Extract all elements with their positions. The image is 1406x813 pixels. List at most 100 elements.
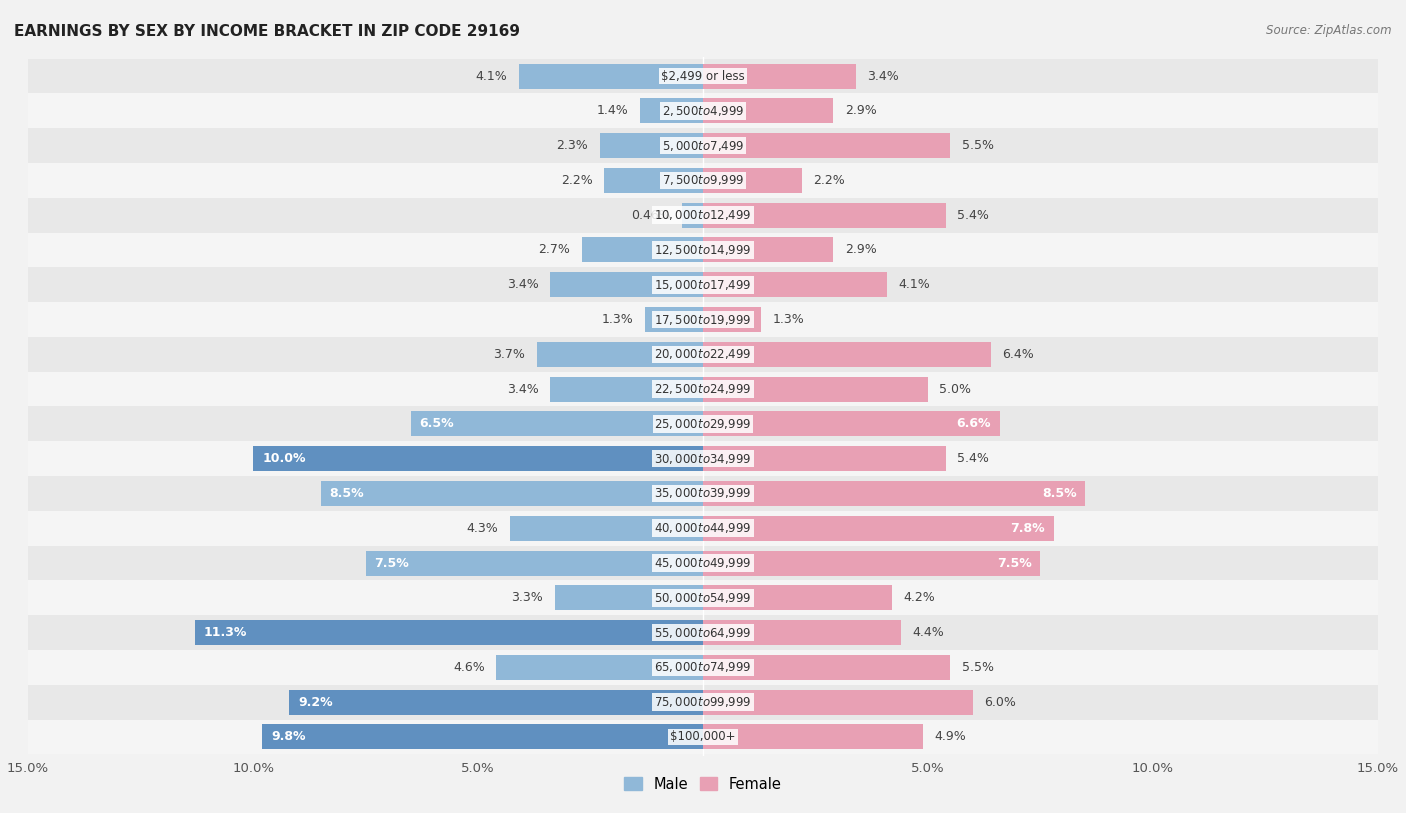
Text: 5.5%: 5.5% (962, 139, 994, 152)
Text: $50,000 to $54,999: $50,000 to $54,999 (654, 591, 752, 605)
Text: 7.8%: 7.8% (1011, 522, 1045, 535)
Bar (703, 689, 973, 715)
Text: 3.3%: 3.3% (512, 591, 543, 604)
Bar (703, 307, 762, 332)
Text: $55,000 to $64,999: $55,000 to $64,999 (654, 625, 752, 640)
Bar (28, 233, 1378, 267)
Text: 1.3%: 1.3% (773, 313, 804, 326)
Text: $17,500 to $19,999: $17,500 to $19,999 (654, 312, 752, 327)
Bar (537, 341, 703, 367)
Bar (28, 615, 1378, 650)
Text: $100,000+: $100,000+ (671, 730, 735, 743)
Text: 8.5%: 8.5% (329, 487, 364, 500)
Text: 7.5%: 7.5% (374, 557, 409, 570)
Text: $15,000 to $17,499: $15,000 to $17,499 (654, 278, 752, 292)
Bar (703, 133, 950, 159)
Text: 4.3%: 4.3% (467, 522, 498, 535)
Bar (28, 441, 1378, 476)
Bar (519, 63, 703, 89)
Text: 4.6%: 4.6% (453, 661, 485, 674)
Text: $45,000 to $49,999: $45,000 to $49,999 (654, 556, 752, 570)
Text: 4.1%: 4.1% (898, 278, 931, 291)
Text: 2.9%: 2.9% (845, 104, 876, 117)
Text: 3.4%: 3.4% (868, 70, 898, 83)
Text: 6.6%: 6.6% (956, 417, 991, 430)
Text: 4.2%: 4.2% (903, 591, 935, 604)
Text: 7.5%: 7.5% (997, 557, 1032, 570)
Text: 2.2%: 2.2% (813, 174, 845, 187)
Text: 4.4%: 4.4% (912, 626, 943, 639)
Bar (28, 198, 1378, 233)
Text: 9.2%: 9.2% (298, 696, 333, 709)
Text: 6.5%: 6.5% (419, 417, 454, 430)
Bar (703, 272, 887, 298)
Text: $2,500 to $4,999: $2,500 to $4,999 (662, 104, 744, 118)
Bar (554, 585, 703, 611)
Bar (703, 63, 856, 89)
Legend: Male, Female: Male, Female (619, 771, 787, 798)
Text: $40,000 to $44,999: $40,000 to $44,999 (654, 521, 752, 535)
Bar (703, 446, 946, 472)
Bar (411, 411, 703, 437)
Bar (28, 337, 1378, 372)
Text: 1.4%: 1.4% (598, 104, 628, 117)
Text: 4.1%: 4.1% (475, 70, 508, 83)
Bar (550, 272, 703, 298)
Bar (253, 446, 703, 472)
Text: $7,500 to $9,999: $7,500 to $9,999 (662, 173, 744, 188)
Bar (28, 546, 1378, 580)
Bar (28, 163, 1378, 198)
Text: $22,500 to $24,999: $22,500 to $24,999 (654, 382, 752, 396)
Bar (703, 515, 1054, 541)
Bar (703, 341, 991, 367)
Bar (644, 307, 703, 332)
Bar (703, 620, 901, 646)
Bar (682, 202, 703, 228)
Text: 2.3%: 2.3% (557, 139, 588, 152)
Text: 5.0%: 5.0% (939, 383, 972, 396)
Bar (703, 376, 928, 402)
Bar (262, 724, 703, 750)
Text: 3.7%: 3.7% (494, 348, 526, 361)
Bar (28, 267, 1378, 302)
Text: 5.4%: 5.4% (957, 209, 988, 222)
Text: $30,000 to $34,999: $30,000 to $34,999 (654, 452, 752, 466)
Bar (28, 406, 1378, 441)
Bar (28, 580, 1378, 615)
Text: $65,000 to $74,999: $65,000 to $74,999 (654, 660, 752, 675)
Text: 3.4%: 3.4% (508, 383, 538, 396)
Bar (703, 202, 946, 228)
Bar (28, 720, 1378, 754)
Bar (703, 237, 834, 263)
Bar (582, 237, 703, 263)
Text: 4.9%: 4.9% (935, 730, 966, 743)
Text: $20,000 to $22,499: $20,000 to $22,499 (654, 347, 752, 361)
Text: 6.4%: 6.4% (1002, 348, 1033, 361)
Bar (28, 372, 1378, 406)
Text: $35,000 to $39,999: $35,000 to $39,999 (654, 486, 752, 501)
Bar (28, 650, 1378, 685)
Bar (703, 167, 801, 193)
Text: $2,499 or less: $2,499 or less (661, 70, 745, 83)
Bar (703, 724, 924, 750)
Bar (28, 685, 1378, 720)
Bar (28, 511, 1378, 546)
Bar (703, 550, 1040, 576)
Bar (605, 167, 703, 193)
Bar (366, 550, 703, 576)
Text: 2.7%: 2.7% (538, 243, 571, 256)
Text: 2.9%: 2.9% (845, 243, 876, 256)
Bar (640, 98, 703, 124)
Bar (290, 689, 703, 715)
Bar (703, 481, 1085, 506)
Text: 3.4%: 3.4% (508, 278, 538, 291)
Bar (28, 93, 1378, 128)
Text: 2.2%: 2.2% (561, 174, 593, 187)
Bar (599, 133, 703, 159)
Text: 5.5%: 5.5% (962, 661, 994, 674)
Text: $5,000 to $7,499: $5,000 to $7,499 (662, 138, 744, 153)
Text: $12,500 to $14,999: $12,500 to $14,999 (654, 243, 752, 257)
Text: 9.8%: 9.8% (271, 730, 305, 743)
Text: 10.0%: 10.0% (262, 452, 305, 465)
Bar (703, 411, 1000, 437)
